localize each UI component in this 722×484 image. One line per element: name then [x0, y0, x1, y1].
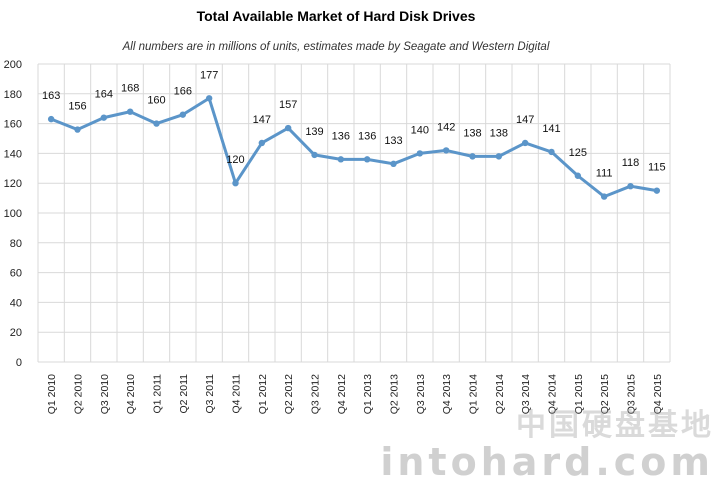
watermark: 中国硬盘基地 intohard.com	[380, 400, 714, 484]
x-tick-label: Q4 2010	[125, 374, 137, 414]
data-point	[442, 147, 450, 154]
data-point	[627, 182, 634, 190]
data-label: 136	[358, 130, 376, 142]
x-tick-label: Q2 2014	[494, 374, 506, 414]
y-tick-label: 20	[10, 327, 22, 339]
y-tick-label: 140	[4, 148, 22, 160]
y-tick-label: 40	[10, 297, 22, 309]
y-tick-label: 0	[16, 357, 22, 369]
data-label: 115	[648, 162, 666, 174]
chart-title: Total Available Market of Hard Disk Driv…	[196, 8, 476, 24]
data-point	[390, 160, 397, 168]
data-label: 147	[516, 114, 534, 126]
data-label: 139	[305, 126, 323, 138]
data-point	[600, 193, 608, 200]
data-point	[521, 139, 529, 147]
x-tick-label: Q2 2011	[178, 374, 190, 414]
y-tick-label: 80	[10, 238, 22, 250]
data-label: 147	[253, 114, 271, 126]
x-tick-label: Q4 2011	[231, 374, 243, 414]
x-tick-label: Q1 2010	[46, 374, 58, 414]
x-tick-label: Q1 2013	[362, 374, 374, 414]
x-tick-label: Q1 2014	[468, 374, 480, 414]
data-label: 118	[622, 157, 640, 169]
y-tick-label: 100	[4, 208, 22, 220]
data-point	[232, 180, 239, 187]
data-point	[100, 114, 108, 121]
data-point	[416, 150, 424, 157]
x-tick-label: Q4 2012	[336, 374, 348, 414]
data-point	[47, 115, 55, 123]
data-label: 160	[147, 95, 165, 107]
data-label: 136	[332, 130, 350, 142]
data-point	[126, 108, 134, 115]
y-tick-label: 160	[4, 119, 22, 131]
data-label: 141	[542, 123, 560, 135]
data-label: 140	[411, 124, 429, 136]
data-point	[284, 124, 292, 132]
x-tick-label: Q2 2015	[599, 374, 611, 414]
data-point	[205, 95, 213, 102]
data-point	[574, 172, 582, 179]
y-tick-label: 60	[10, 268, 22, 280]
y-tick-label: 180	[4, 89, 22, 101]
data-label: 111	[596, 168, 613, 180]
data-point	[548, 148, 555, 156]
data-point	[337, 156, 345, 163]
x-tick-label: Q3 2014	[520, 374, 532, 414]
y-tick-label: 200	[4, 59, 22, 71]
data-point	[153, 120, 160, 127]
watermark-chinese: 中国硬盘基地	[516, 408, 714, 443]
chart-subtitle: All numbers are in millions of units, es…	[122, 41, 550, 53]
y-tick-label: 120	[4, 178, 22, 190]
data-point	[363, 156, 371, 163]
x-tick-label: Q2 2010	[73, 374, 85, 414]
data-label: 133	[384, 135, 402, 147]
data-label: 138	[490, 127, 508, 139]
data-label: 177	[200, 69, 218, 81]
x-tick-label: Q4 2015	[652, 374, 664, 414]
x-tick-label: Q4 2013	[441, 374, 453, 414]
data-point	[311, 151, 318, 159]
x-tick-label: Q2 2012	[283, 374, 295, 414]
data-label: 166	[174, 86, 192, 98]
data-label: 156	[68, 101, 86, 113]
x-tick-label: Q3 2015	[626, 374, 638, 414]
data-label: 164	[95, 89, 113, 101]
x-tick-label: Q3 2012	[310, 374, 322, 414]
data-label: 120	[226, 154, 244, 166]
x-tick-label: Q3 2011	[204, 374, 216, 414]
data-point	[74, 126, 81, 133]
x-tick-label: Q1 2012	[257, 374, 269, 414]
x-tick-label: Q4 2014	[547, 374, 559, 414]
data-point	[495, 153, 503, 160]
data-point	[258, 139, 266, 147]
data-label: 163	[42, 90, 60, 102]
x-tick-label: Q2 2013	[389, 374, 401, 414]
x-tick-label: Q1 2011	[152, 374, 164, 414]
watermark-text: intohard.com	[380, 440, 714, 484]
data-label: 168	[121, 83, 139, 95]
data-point	[179, 111, 187, 118]
data-label: 157	[279, 99, 297, 111]
x-tick-label: Q1 2015	[573, 374, 585, 414]
data-label: 125	[569, 147, 587, 159]
data-label: 142	[437, 121, 455, 133]
data-point	[469, 153, 476, 160]
data-point	[653, 187, 661, 194]
series-line	[49, 96, 659, 199]
x-tick-label: Q3 2010	[99, 374, 111, 414]
x-tick-label: Q3 2013	[415, 374, 427, 414]
data-label: 138	[463, 127, 481, 139]
